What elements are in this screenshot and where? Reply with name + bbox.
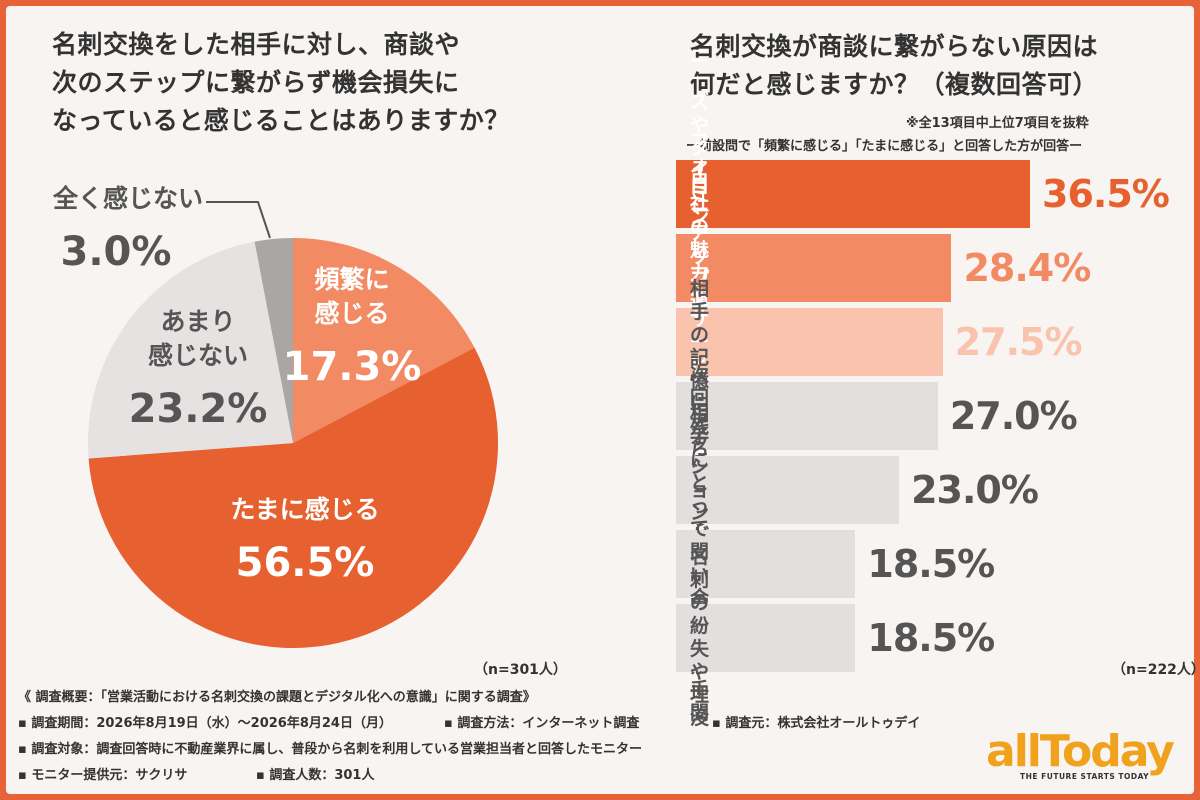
- pie-slice-value-3: 3.0%: [61, 229, 172, 275]
- bar-4: [676, 456, 900, 524]
- logo-wordmark: allToday: [986, 726, 1175, 777]
- pie-leader-line: [206, 201, 271, 239]
- survey-count: ▪ 調査人数：301人: [256, 768, 375, 783]
- bar-note-top7: ※全13項目中上位7項目を抜粋: [906, 116, 1089, 131]
- survey-period: ▪ 調査期間：2026年8月19日（水）〜2026年8月24日（月）: [18, 716, 392, 731]
- logo-tagline: THE FUTURE STARTS TODAY: [1020, 772, 1150, 781]
- pie-slice-1: [88, 347, 498, 648]
- pie-slice-value-2: 23.2%: [129, 386, 268, 432]
- bar-value-4: 23.0%: [911, 468, 1039, 512]
- bar-value-3: 27.0%: [949, 394, 1078, 438]
- bar-note-respondents: ー前設問で「頻繁に感じる」「たまに感じる」と回答した方が回答ー: [686, 139, 1083, 154]
- pie-slice-3: [254, 238, 293, 443]
- bar-2: [676, 308, 943, 376]
- bar-value-1: 28.4%: [963, 246, 1091, 290]
- pie-slice-2: [88, 241, 294, 459]
- survey-provider: ▪ モニター提供元：サクリサ: [18, 768, 188, 783]
- bar-label-6: 名刺の紛失や埋没: [690, 546, 710, 729]
- bar-question-title: 名刺交換が商談に繋がらない原因は 何だと感じますか？（複数回答可）: [690, 32, 1099, 99]
- pie-slice-value-1: 56.5%: [236, 540, 375, 586]
- pie-slice-value-0: 17.3%: [283, 344, 422, 390]
- bar-1: [676, 234, 952, 302]
- pie-slice-label-2: あまり感じない: [148, 307, 248, 370]
- alltoday-logo: allToday THE FUTURE STARTS TODAY: [986, 728, 1186, 788]
- survey-overview: 《 調査概要：「営業活動における名刺交換の課題とデジタル化への意識」に関する調査…: [18, 690, 536, 705]
- bar-6: [676, 604, 856, 672]
- bar-0: [676, 160, 1030, 228]
- bar-value-5: 18.5%: [867, 542, 995, 586]
- pie-slice-label-1: たまに感じる: [230, 495, 379, 524]
- pie-slice-label-3: 全く感じない: [52, 184, 203, 213]
- bar-5: [676, 530, 856, 598]
- bar-sample-size: （n=222人）: [1112, 662, 1200, 678]
- survey-method: ▪ 調査方法：インターネット調査: [444, 716, 640, 731]
- pie-slice-0: [293, 238, 475, 443]
- survey-org: ▪ 調査元：株式会社オールトゥデイ: [712, 716, 921, 731]
- bar-value-0: 36.5%: [1042, 172, 1170, 216]
- pie-question-title: 名刺交換をした相手に対し、商談や 次のステップに繋がらず機会損失に なっていると…: [52, 30, 510, 135]
- bar-value-2: 27.5%: [954, 320, 1083, 364]
- bar-3: [676, 382, 938, 450]
- survey-target: ▪ 調査対象：調査回答時に不動産業界に属し、普段から名刺を利用している営業担当者…: [18, 742, 642, 757]
- pie-slice-label-0: 頻繁に感じる: [314, 265, 389, 328]
- pie-sample-size: （n=301人）: [474, 662, 567, 678]
- bar-value-6: 18.5%: [867, 616, 995, 660]
